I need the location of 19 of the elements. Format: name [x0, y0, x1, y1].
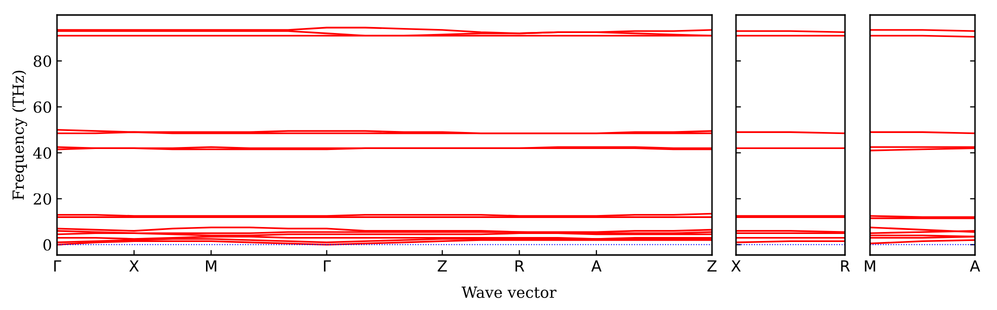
x-tick-label: Z — [707, 260, 717, 272]
y-axis-title: Frequency (THz) — [12, 70, 28, 200]
y-tick-label: 40 — [33, 147, 52, 159]
x-axis-title: Wave vector — [462, 286, 556, 298]
x-tick-label: R — [841, 260, 850, 272]
x-tick-label: A — [970, 260, 980, 272]
y-tick-label: 80 — [34, 55, 52, 67]
x-tick-label: Γ — [324, 260, 331, 272]
x-tick-label: M — [206, 260, 216, 272]
y-tick-label: 60 — [34, 101, 52, 113]
x-tick-label: M — [864, 260, 876, 272]
x-tick-label: Γ — [54, 260, 62, 272]
y-tick-label: 0 — [43, 239, 52, 251]
x-tick-label: X — [129, 260, 139, 272]
x-tick-label: Z — [438, 260, 447, 272]
y-tick-label: 20 — [34, 193, 52, 205]
x-tick-label: R — [516, 260, 524, 272]
x-tick-label: A — [591, 260, 602, 272]
x-tick-label: X — [731, 260, 741, 272]
